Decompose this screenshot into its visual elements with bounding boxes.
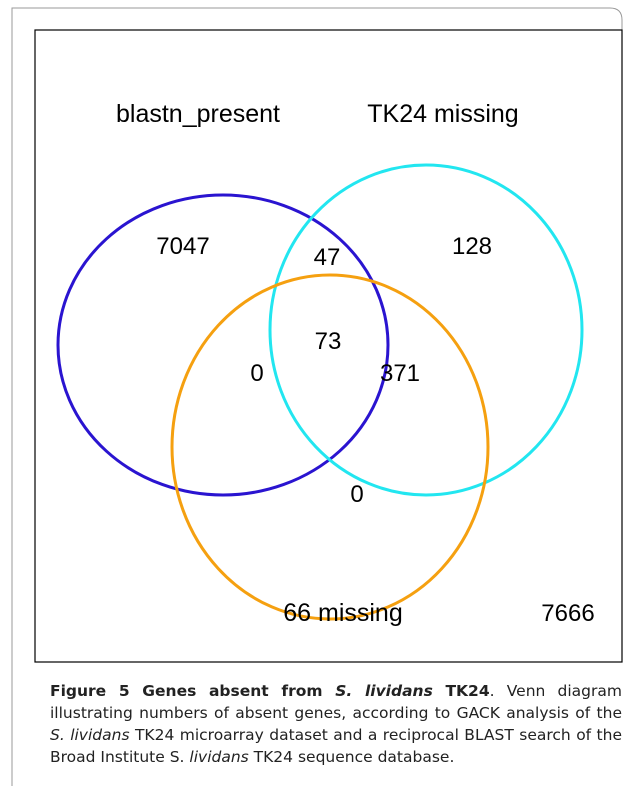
region-count: 128: [452, 233, 492, 260]
caption-text: TK24 microarray dataset and a reciprocal…: [50, 726, 622, 766]
set-circle: [268, 163, 584, 497]
region-count: 7666: [541, 600, 594, 627]
set-label: TK24 missing: [367, 100, 518, 128]
caption: Figure 5 Genes absent from S. lividans T…: [50, 680, 622, 768]
region-count: 47: [314, 244, 341, 271]
caption-text: . Venn diagram illustrating numbers of a…: [50, 682, 622, 722]
caption-species: S. lividans: [335, 682, 433, 700]
frame: [11, 7, 623, 786]
set-label: 66 missing: [283, 599, 403, 627]
caption-title: TK24: [432, 682, 490, 700]
region-count: 7047: [156, 233, 209, 260]
region-count: 0: [350, 481, 363, 508]
region-count: 0: [250, 360, 263, 387]
region-count: 371: [380, 360, 420, 387]
set-label: blastn_present: [116, 100, 280, 128]
region-count: 73: [315, 328, 342, 355]
venn-box: [34, 29, 623, 663]
caption-label: Figure 5 Genes absent from: [50, 682, 336, 700]
set-circle: [56, 193, 390, 497]
caption-species: S. lividans: [50, 726, 130, 744]
set-circle: [170, 273, 490, 621]
caption-text: TK24 sequence database.: [248, 748, 455, 766]
caption-species: lividans: [189, 748, 249, 766]
